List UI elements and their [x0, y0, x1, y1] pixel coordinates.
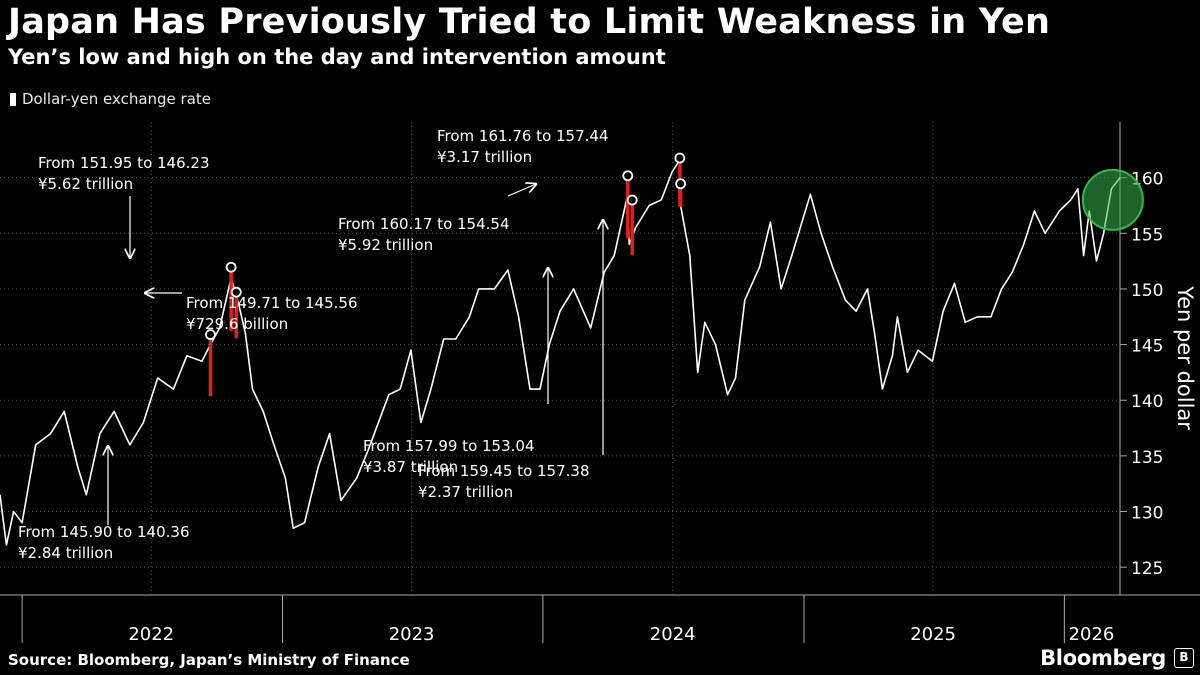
annotation-amount-label: ¥5.92 trillion	[338, 236, 433, 254]
y-tick-label: 150	[1131, 281, 1163, 301]
y-tick-label: 130	[1131, 504, 1163, 524]
annotation-amount-label: ¥5.62 trillion	[38, 175, 133, 193]
legend-swatch	[10, 92, 16, 106]
annotation-amount-label: ¥2.37 trillion	[418, 483, 513, 501]
intervention-marker	[205, 329, 216, 340]
annotation-range-label: From 159.45 to 157.38	[418, 462, 590, 480]
annotation-arrow	[507, 184, 536, 197]
annotation-amount-label: ¥729.6 billion	[186, 315, 288, 333]
series-line-dollar-yen	[0, 160, 1121, 546]
intervention-marker	[674, 152, 686, 164]
annotation-range-label: From 161.76 to 157.44	[437, 127, 609, 145]
y-tick-label: 145	[1131, 337, 1163, 357]
legend: Dollar-yen exchange rate	[10, 90, 211, 108]
source-note: Source: Bloomberg, Japan’s Ministry of F…	[8, 651, 410, 669]
intervention-marker	[230, 286, 242, 298]
bloomberg-icon: B	[1174, 648, 1194, 668]
annotation-amount-label: ¥3.17 trillion	[437, 148, 532, 166]
y-tick-label: 140	[1131, 392, 1163, 412]
intervention-marker	[622, 170, 634, 182]
y-axis-label: Yen per dollar	[1173, 285, 1197, 430]
x-tick-label: 2025	[910, 624, 956, 645]
x-tick-label: 2024	[650, 624, 696, 645]
intervention-marker	[675, 178, 686, 190]
highlight-circle	[1081, 168, 1144, 231]
brand-logo: Bloomberg	[1040, 646, 1166, 670]
intervention-marker	[225, 261, 237, 273]
annotation-amount-label: ¥3.87 trillion	[363, 458, 458, 476]
y-tick-label: 135	[1131, 448, 1163, 468]
y-tick-label: 125	[1131, 559, 1163, 579]
annotation-range-label: From 160.17 to 154.54	[338, 215, 510, 233]
y-tick-label: 155	[1131, 225, 1163, 245]
chart-title: Japan Has Previously Tried to Limit Weak…	[8, 2, 1051, 42]
x-tick-label: 2022	[128, 624, 174, 645]
x-tick-label: 2023	[389, 624, 435, 645]
annotation-range-label: From 157.99 to 153.04	[363, 437, 535, 455]
intervention-marker	[626, 194, 638, 206]
annotation-range-label: From 145.90 to 140.36	[18, 523, 190, 541]
annotation-range-label: From 151.95 to 146.23	[38, 154, 210, 172]
annotation-range-label: From 149.71 to 145.56	[186, 294, 358, 312]
x-tick-label: 2026	[1069, 624, 1115, 645]
annotation-amount-label: ¥2.84 trillion	[18, 544, 113, 562]
chart-subtitle: Yen’s low and high on the day and interv…	[8, 45, 666, 69]
legend-label: Dollar-yen exchange rate	[22, 90, 212, 108]
